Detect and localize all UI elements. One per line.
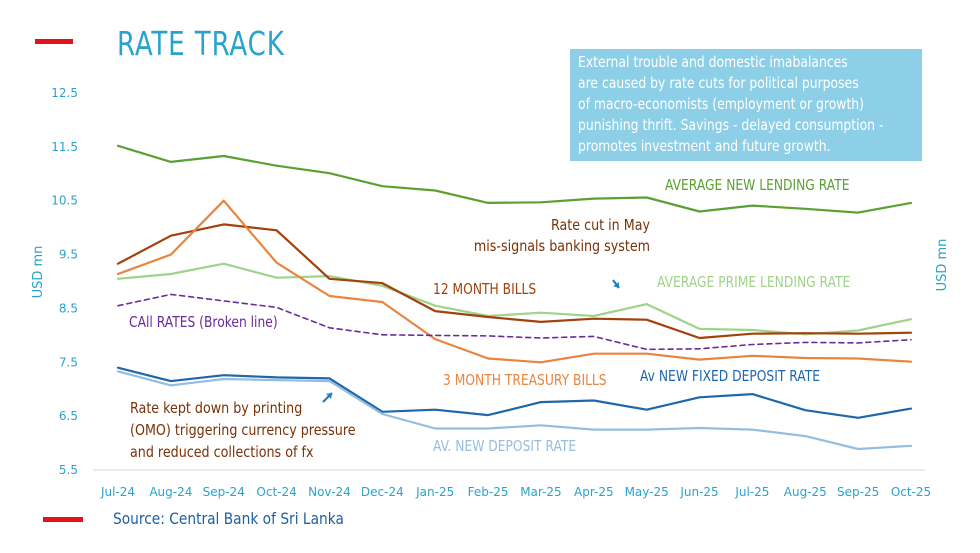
- y-tick-label: 11.5: [51, 140, 78, 154]
- annotation-text: Rate cut in May: [551, 217, 650, 234]
- y-tick-label: 7.5: [59, 355, 78, 369]
- title-accent-bar: [35, 39, 73, 44]
- annotation-text: (OMO) triggering currency pressure: [130, 422, 356, 439]
- series-label: AV. NEW DEPOSIT RATE: [433, 438, 576, 455]
- info-box: External trouble and domestic imabalance…: [570, 49, 922, 161]
- source-note: Source: Central Bank of Sri Lanka: [113, 509, 344, 528]
- x-tick-label: Oct-24: [256, 485, 296, 499]
- x-tick-label: Sep-25: [837, 485, 879, 499]
- y-tick-label: 9.5: [59, 248, 78, 262]
- series-line: [117, 293, 912, 351]
- x-tick-label: Nov-24: [308, 485, 351, 499]
- x-tick-label: Aug-25: [784, 485, 827, 499]
- y-tick-label: 12.5: [51, 86, 78, 100]
- page-title: RATE TRACK: [117, 24, 285, 63]
- series-label: AVERAGE NEW LENDING RATE: [665, 177, 850, 194]
- info-text: External trouble and domestic imabalance…: [578, 53, 884, 155]
- x-tick-label: Feb-25: [468, 485, 509, 499]
- series-line: [116, 366, 913, 419]
- x-tick-label: Jun-25: [679, 485, 718, 499]
- annotation-arrow-head: [326, 393, 332, 399]
- series-label: Av NEW FIXED DEPOSIT RATE: [640, 368, 820, 385]
- x-tick-label: Sep-24: [203, 485, 245, 499]
- x-tick-label: Mar-25: [520, 485, 561, 499]
- annotation-text: and reduced collections of fx: [130, 444, 313, 461]
- x-tick-label: Oct-25: [891, 485, 931, 499]
- series-line: [116, 370, 913, 451]
- series-label: 3 MONTH TREASURY BILLS: [443, 372, 607, 389]
- x-tick-label: Aug-24: [149, 485, 192, 499]
- x-tick-label: Dec-24: [361, 485, 404, 499]
- x-tick-label: Apr-25: [574, 485, 614, 499]
- series-label: AVERAGE PRIME LENDING RATE: [657, 274, 850, 291]
- series-line: [116, 223, 913, 340]
- x-tick-label: Jul-24: [100, 485, 135, 499]
- y-tick-label: 6.5: [59, 409, 78, 423]
- series-line: [116, 144, 913, 214]
- y-axis-title-left: USD mn: [31, 246, 46, 299]
- series-label: CAll RATES (Broken line): [129, 314, 278, 331]
- annotation-text: Rate kept down by printing: [130, 400, 302, 417]
- y-axis-title-right: USD mn: [935, 239, 950, 292]
- y-tick-label: 10.5: [51, 194, 78, 208]
- annotation-arrow-head: [613, 282, 619, 288]
- series-label: 12 MONTH BILLS: [433, 281, 536, 298]
- y-tick-label: 5.5: [59, 463, 78, 477]
- source-accent-bar: [43, 517, 83, 522]
- x-tick-label: Jan-25: [415, 485, 454, 499]
- x-tick-label: May-25: [625, 485, 669, 499]
- annotation-text: mis-signals banking system: [474, 238, 650, 255]
- series-line: [116, 262, 913, 336]
- x-tick-label: Jul-25: [734, 485, 769, 499]
- y-tick-label: 8.5: [59, 301, 78, 315]
- series-line: [116, 199, 913, 364]
